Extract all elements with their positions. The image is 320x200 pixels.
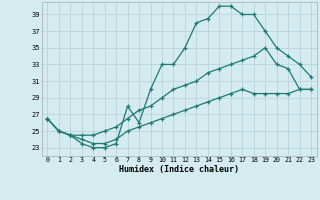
X-axis label: Humidex (Indice chaleur): Humidex (Indice chaleur): [119, 165, 239, 174]
